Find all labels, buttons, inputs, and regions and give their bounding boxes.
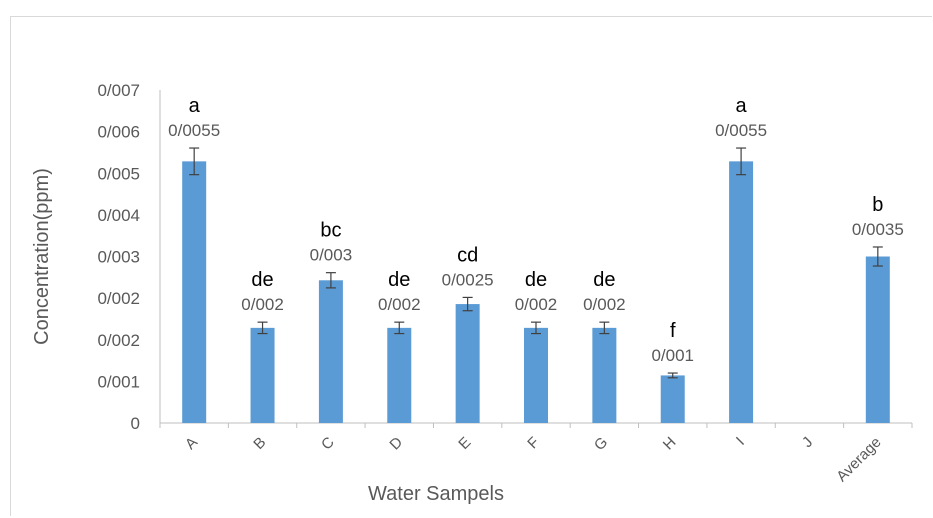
data-label: 0/003 [310, 246, 353, 265]
data-label: 0/0055 [168, 121, 220, 140]
significance-letter: de [525, 269, 547, 291]
x-tick-label: H [660, 434, 680, 454]
bar [660, 375, 685, 423]
bar [387, 327, 412, 423]
bar [729, 161, 754, 423]
x-tick-label: C [318, 434, 338, 454]
x-axis-title: Water Sampels [368, 483, 504, 505]
significance-letter: f [670, 320, 676, 342]
y-tick-label: 0/005 [97, 164, 140, 183]
y-tick-label: 0/007 [97, 81, 140, 100]
significance-letter: a [736, 95, 748, 117]
significance-letter: a [189, 95, 201, 117]
chart-frame [10, 16, 932, 516]
x-tick-label: F [524, 434, 543, 453]
x-tick-label: B [250, 434, 269, 453]
x-tick-label: Average [833, 434, 884, 485]
y-tick-label: 0/006 [97, 123, 140, 142]
data-label: 0/001 [651, 346, 694, 365]
bar [455, 304, 480, 423]
x-tick-label: E [455, 434, 474, 453]
y-tick-label: 0 [131, 414, 140, 433]
data-label: 0/002 [583, 295, 626, 314]
significance-letter: de [251, 269, 273, 291]
y-tick-label: 0/002 [97, 289, 140, 308]
x-tick-label: D [386, 434, 406, 454]
x-tick-label: G [591, 434, 611, 454]
x-tick-label: J [799, 434, 816, 451]
y-tick-label: 0/003 [97, 248, 140, 267]
significance-letter: b [872, 194, 883, 216]
bar [865, 256, 890, 423]
data-label: 0/002 [515, 295, 558, 314]
bar [318, 280, 343, 423]
data-label: 0/0025 [442, 270, 494, 289]
y-tick-label: 0/004 [97, 206, 140, 225]
significance-letter: bc [320, 220, 341, 242]
data-label: 0/0035 [852, 220, 904, 239]
data-label: 0/002 [378, 295, 421, 314]
y-tick-label: 0/002 [97, 331, 140, 350]
y-tick-label: 0/001 [97, 372, 140, 391]
significance-letter: de [388, 269, 410, 291]
y-axis-title: Concentration(ppm) [31, 168, 53, 345]
significance-letter: de [593, 269, 615, 291]
bar [250, 327, 275, 423]
data-label: 0/0055 [715, 121, 767, 140]
bar [182, 161, 207, 423]
x-tick-label: I [733, 434, 748, 449]
data-label: 0/002 [241, 295, 284, 314]
significance-letter: cd [457, 244, 478, 266]
x-tick-label: A [182, 434, 201, 453]
bar [592, 327, 617, 423]
bar [524, 327, 548, 423]
